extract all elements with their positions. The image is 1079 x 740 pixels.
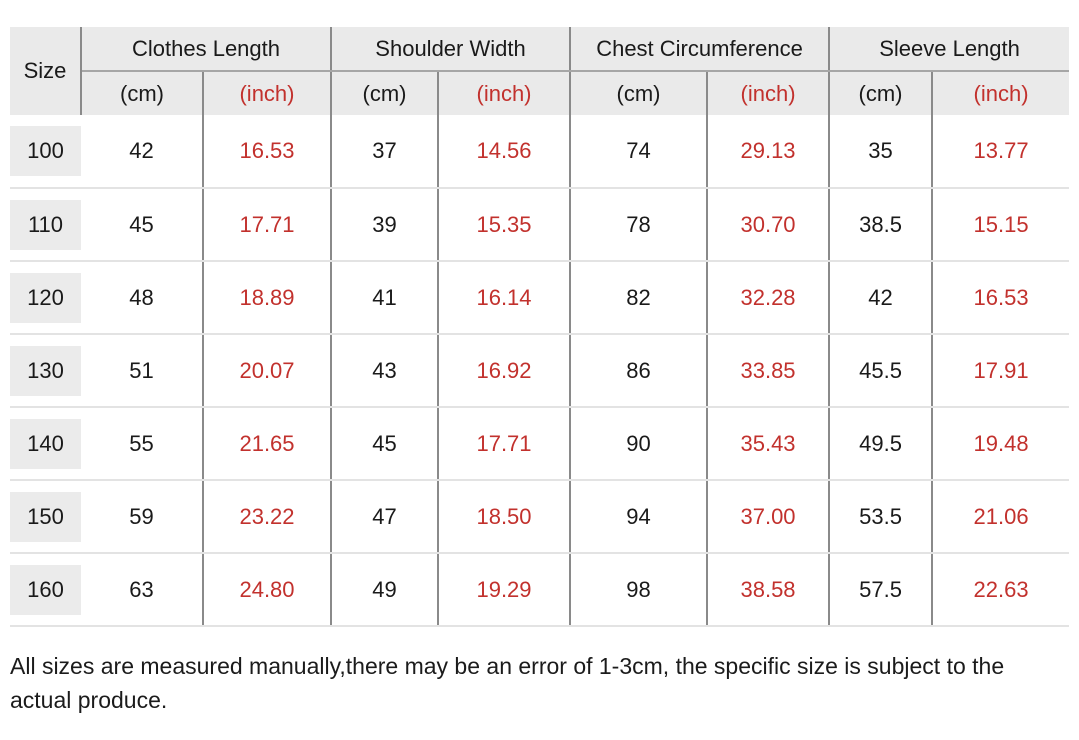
- inch-value-cell: 13.77: [932, 115, 1070, 189]
- inch-value-cell: 18.50: [438, 480, 572, 554]
- cm-value-cell: 45.5: [829, 334, 934, 408]
- inch-value-cell: 16.14: [438, 261, 572, 335]
- size-chart-table: Size Clothes Length Shoulder Width Chest…: [10, 27, 1070, 627]
- cm-value-cell: 78: [570, 188, 709, 262]
- group-header-sleeve-length: Sleeve Length: [829, 27, 1070, 72]
- table-row: 100 42 16.53 37 14.56 74 29.13 35 13.77: [10, 115, 1070, 189]
- group-header-clothes-length: Clothes Length: [81, 27, 332, 72]
- table-row: 160 63 24.80 49 19.29 98 38.58 57.5 22.63: [10, 553, 1070, 627]
- size-cell: 140: [10, 407, 81, 481]
- inch-value-cell: 38.58: [707, 553, 831, 627]
- inch-value-cell: 37.00: [707, 480, 831, 554]
- size-label: 140: [10, 418, 81, 469]
- table-row: 110 45 17.71 39 15.35 78 30.70 38.5 15.15: [10, 188, 1070, 262]
- table-row: 120 48 18.89 41 16.14 82 32.28 42 16.53: [10, 261, 1070, 335]
- unit-header-cm: (cm): [331, 71, 439, 115]
- inch-value-cell: 19.29: [438, 553, 572, 627]
- inch-value-cell: 22.63: [932, 553, 1070, 627]
- unit-header-cm: (cm): [81, 71, 204, 115]
- cm-value-cell: 49.5: [829, 407, 934, 481]
- size-label: 150: [10, 491, 81, 542]
- inch-value-cell: 30.70: [707, 188, 831, 262]
- unit-header-inch: (inch): [203, 71, 332, 115]
- unit-header-inch: (inch): [438, 71, 572, 115]
- size-cell: 150: [10, 480, 81, 554]
- inch-value-cell: 17.71: [203, 188, 332, 262]
- cm-value-cell: 82: [570, 261, 709, 335]
- group-header-shoulder-width: Shoulder Width: [331, 27, 572, 72]
- inch-value-cell: 15.35: [438, 188, 572, 262]
- inch-value-cell: 21.65: [203, 407, 332, 481]
- unit-header-inch: (inch): [932, 71, 1070, 115]
- group-header-row: Size Clothes Length Shoulder Width Chest…: [10, 27, 1070, 115]
- size-label: 130: [10, 345, 81, 396]
- inch-value-cell: 17.71: [438, 407, 572, 481]
- inch-value-cell: 33.85: [707, 334, 831, 408]
- cm-value-cell: 55: [81, 407, 204, 481]
- inch-value-cell: 16.53: [203, 115, 332, 189]
- cm-value-cell: 74: [570, 115, 709, 189]
- cm-value-cell: 63: [81, 553, 204, 627]
- inch-value-cell: 29.13: [707, 115, 831, 189]
- cm-value-cell: 42: [829, 261, 934, 335]
- group-header-chest-circumference: Chest Circumference: [570, 27, 831, 72]
- cm-value-cell: 39: [331, 188, 439, 262]
- table-header: Size Clothes Length Shoulder Width Chest…: [10, 27, 1070, 115]
- unit-header-cm: (cm): [570, 71, 709, 115]
- cm-value-cell: 51: [81, 334, 204, 408]
- inch-value-cell: 23.22: [203, 480, 332, 554]
- cm-value-cell: 57.5: [829, 553, 934, 627]
- inch-value-cell: 18.89: [203, 261, 332, 335]
- table-row: 150 59 23.22 47 18.50 94 37.00 53.5 21.06: [10, 480, 1070, 554]
- cm-value-cell: 48: [81, 261, 204, 335]
- measurement-note: All sizes are measured manually,there ma…: [10, 653, 1005, 713]
- size-column-header: Size: [10, 27, 82, 115]
- size-label: 120: [10, 272, 81, 323]
- unit-header-row: (cm) (inch) (cm) (inch) (cm) (inch) (cm)…: [10, 71, 1070, 115]
- inch-value-cell: 16.92: [438, 334, 572, 408]
- cm-value-cell: 47: [331, 480, 439, 554]
- table-body: 100 42 16.53 37 14.56 74 29.13 35 13.77 110 45 17.7…: [10, 115, 1070, 627]
- inch-value-cell: 17.91: [932, 334, 1070, 408]
- cm-value-cell: 45: [331, 407, 439, 481]
- cm-value-cell: 42: [81, 115, 204, 189]
- cm-value-cell: 59: [81, 480, 204, 554]
- cm-value-cell: 90: [570, 407, 709, 481]
- size-cell: 100: [10, 115, 81, 189]
- inch-value-cell: 21.06: [932, 480, 1070, 554]
- cm-value-cell: 94: [570, 480, 709, 554]
- cm-value-cell: 35: [829, 115, 934, 189]
- table-row: 130 51 20.07 43 16.92 86 33.85 45.5 17.91: [10, 334, 1070, 408]
- cm-value-cell: 37: [331, 115, 439, 189]
- cm-value-cell: 43: [331, 334, 439, 408]
- cm-value-cell: 45: [81, 188, 204, 262]
- unit-header-inch: (inch): [707, 71, 831, 115]
- cm-value-cell: 53.5: [829, 480, 934, 554]
- inch-value-cell: 16.53: [932, 261, 1070, 335]
- cm-value-cell: 49: [331, 553, 439, 627]
- inch-value-cell: 35.43: [707, 407, 831, 481]
- inch-value-cell: 20.07: [203, 334, 332, 408]
- unit-header-cm: (cm): [829, 71, 934, 115]
- size-cell: 160: [10, 553, 81, 627]
- inch-value-cell: 14.56: [438, 115, 572, 189]
- table-row: 140 55 21.65 45 17.71 90 35.43 49.5 19.48: [10, 407, 1070, 481]
- size-cell: 120: [10, 261, 81, 335]
- inch-value-cell: 24.80: [203, 553, 332, 627]
- size-cell: 130: [10, 334, 81, 408]
- cm-value-cell: 86: [570, 334, 709, 408]
- size-label: 160: [10, 564, 81, 615]
- inch-value-cell: 15.15: [932, 188, 1070, 262]
- size-label: 110: [10, 199, 81, 250]
- size-cell: 110: [10, 188, 81, 262]
- cm-value-cell: 41: [331, 261, 439, 335]
- size-label: 100: [10, 126, 81, 176]
- cm-value-cell: 38.5: [829, 188, 934, 262]
- inch-value-cell: 32.28: [707, 261, 831, 335]
- cm-value-cell: 98: [570, 553, 709, 627]
- inch-value-cell: 19.48: [932, 407, 1070, 481]
